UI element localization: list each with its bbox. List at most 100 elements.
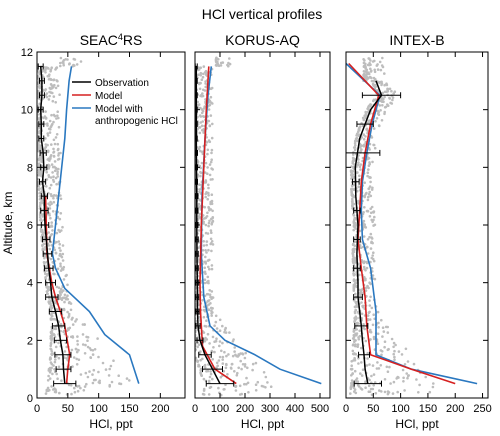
sample-point: [51, 171, 54, 174]
sample-point: [360, 136, 364, 139]
sample-point: [367, 311, 371, 315]
sample-point: [401, 368, 405, 372]
sample-point: [350, 188, 353, 192]
sample-point: [390, 102, 394, 105]
sample-point: [49, 234, 53, 237]
sample-point: [198, 198, 201, 201]
sample-point: [368, 330, 372, 334]
sample-point: [241, 353, 245, 356]
sample-point: [210, 148, 214, 152]
sample-point: [213, 350, 216, 354]
figure-title: HCl vertical profiles: [202, 6, 323, 22]
sample-point: [369, 63, 372, 66]
sample-point: [356, 345, 360, 349]
sample-point: [202, 131, 205, 134]
sample-point: [205, 243, 208, 247]
sample-point: [44, 71, 47, 74]
sample-point: [208, 289, 211, 292]
sample-point: [264, 375, 268, 379]
sample-point: [91, 349, 95, 352]
sample-point: [38, 215, 42, 219]
sample-point: [359, 346, 363, 350]
sample-point: [431, 385, 435, 389]
error-bar: [54, 351, 72, 358]
sample-point: [56, 267, 60, 271]
sample-point: [353, 317, 357, 320]
sample-point: [364, 135, 367, 138]
sample-point: [198, 183, 201, 186]
error-bar: [202, 366, 223, 373]
sample-point: [353, 356, 356, 360]
sample-point: [73, 386, 76, 390]
sample-point: [374, 78, 377, 81]
sample-point: [202, 88, 205, 92]
sample-point: [79, 386, 82, 390]
sample-point: [356, 163, 360, 167]
sample-point: [207, 183, 210, 187]
sample-point: [390, 337, 394, 341]
sample-point: [365, 68, 369, 72]
sample-point: [62, 265, 66, 269]
sample-point: [62, 330, 65, 334]
sample-point: [50, 362, 54, 366]
sample-point: [369, 232, 373, 236]
sample-point: [377, 124, 381, 127]
sample-point: [45, 95, 49, 99]
sample-point: [55, 285, 59, 289]
sample-point: [352, 146, 356, 149]
sample-point: [45, 388, 49, 392]
sample-point: [381, 326, 385, 330]
sample-point: [371, 79, 375, 83]
sample-point: [371, 241, 374, 245]
sample-point: [215, 57, 219, 61]
sample-point: [351, 383, 355, 387]
sample-point: [218, 329, 222, 333]
sample-point: [66, 58, 69, 61]
panel-title: SEAC4RS: [80, 32, 143, 48]
sample-point: [61, 268, 65, 271]
sample-point: [50, 350, 54, 353]
sample-point: [354, 343, 357, 346]
sample-point: [240, 392, 243, 396]
sample-point: [62, 307, 66, 311]
sample-point: [243, 365, 247, 368]
sample-point: [354, 308, 358, 312]
sample-point: [373, 83, 377, 87]
sample-point: [58, 217, 62, 221]
sample-point: [37, 118, 41, 121]
sample-point: [60, 325, 63, 329]
sample-point: [41, 247, 45, 250]
sample-point: [47, 231, 50, 234]
sample-point: [70, 392, 73, 396]
sample-point: [88, 347, 92, 350]
sample-point: [61, 225, 64, 229]
sample-point: [57, 286, 61, 290]
sample-point: [369, 194, 373, 198]
sample-point: [247, 391, 250, 394]
sample-point: [57, 365, 61, 369]
sample-point: [40, 157, 43, 161]
sample-point: [54, 345, 58, 349]
sample-point: [352, 153, 355, 156]
sample-point: [353, 333, 357, 337]
sample-point: [51, 99, 55, 103]
sample-point: [383, 110, 387, 114]
sample-point: [77, 384, 81, 388]
sample-point: [76, 343, 79, 346]
sample-point: [221, 355, 225, 359]
error-bar: [51, 322, 66, 329]
y-tick-label: 10: [21, 105, 33, 117]
sample-point: [350, 374, 353, 377]
sample-point: [369, 103, 373, 106]
sample-point: [44, 116, 48, 120]
sample-point: [201, 94, 205, 98]
legend-label-model-anthropogenic: Model with anthropogenic HCl: [95, 104, 178, 127]
sample-point: [383, 390, 387, 394]
sample-point: [233, 350, 236, 353]
sample-point: [363, 223, 367, 226]
error-bar: [346, 149, 381, 156]
y-tick-label: 2: [27, 335, 33, 347]
sample-point: [251, 362, 255, 366]
series-line-observation: [354, 80, 383, 384]
sample-point: [61, 259, 65, 262]
